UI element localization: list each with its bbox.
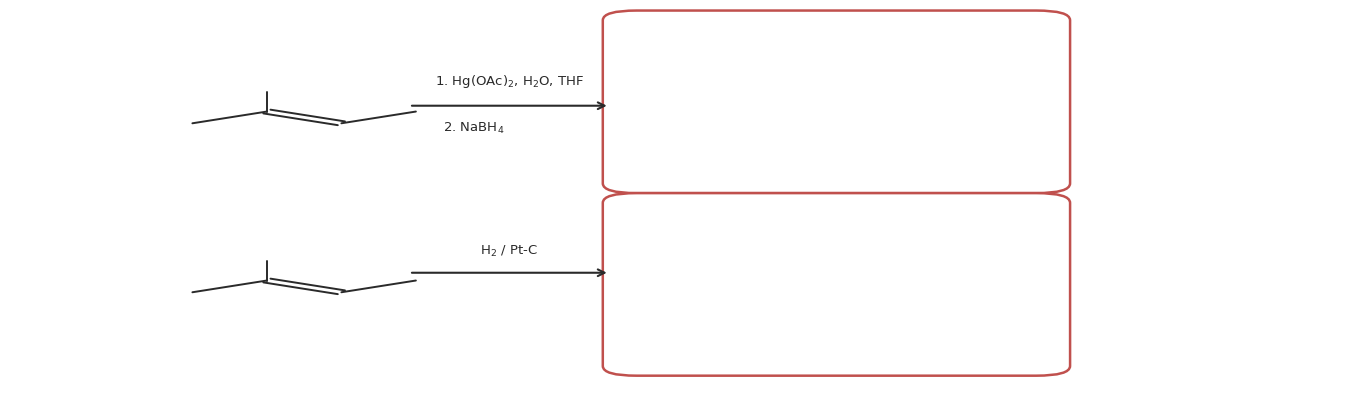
Text: 2. NaBH$_4$: 2. NaBH$_4$ — [443, 121, 505, 136]
Text: 1. Hg(OAc)$_2$, H$_2$O, THF: 1. Hg(OAc)$_2$, H$_2$O, THF — [435, 73, 583, 90]
Text: H$_2$ / Pt-C: H$_2$ / Pt-C — [480, 244, 539, 259]
FancyBboxPatch shape — [602, 193, 1070, 376]
FancyBboxPatch shape — [602, 11, 1070, 193]
